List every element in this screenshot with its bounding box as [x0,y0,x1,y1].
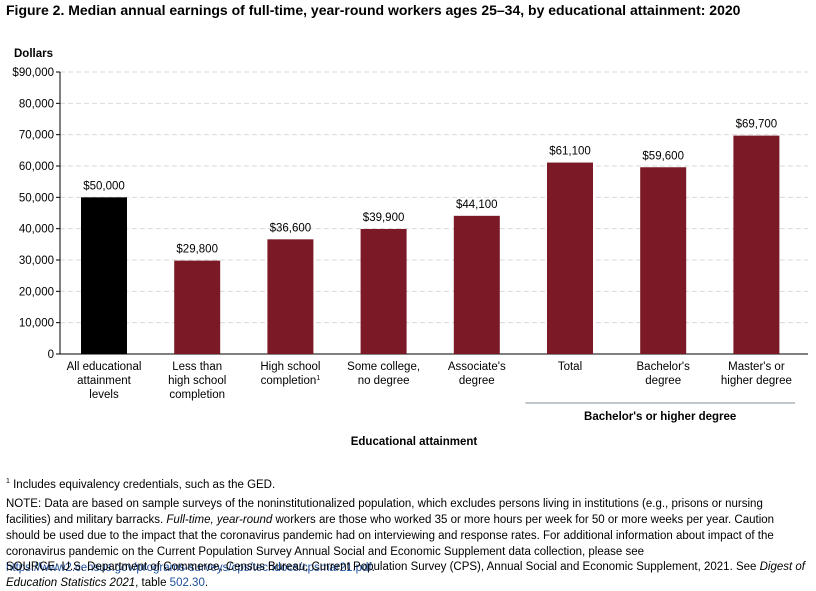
note: NOTE: Data are based on sample surveys o… [6,496,806,576]
bar-value-label: $39,900 [363,212,405,224]
y-axis-label: Dollars [14,48,53,60]
note-link[interactable]: https://www2.census.gov/programs-surveys… [6,562,372,574]
bar [640,167,687,354]
note-text-2: workers are those who worked 35 or more … [6,514,775,558]
y-tick-label: 70,000 [19,130,54,142]
y-tick-label: 20,000 [19,286,54,298]
bar-value-label: $44,100 [456,199,498,211]
y-tick-label: 40,000 [19,224,54,236]
category-label: Bachelor's degree [637,361,691,387]
y-tick-label: 10,000 [19,318,54,330]
footnote-mark: 1 [6,478,10,485]
note-text-1: NOTE: Data are based on sample surveys o… [6,498,763,526]
category-label: Less than high school completion [168,361,226,401]
y-tick-label: 50,000 [19,192,54,204]
category-label: Associate's degree [448,361,506,387]
y-tick-label: 80,000 [19,98,54,110]
bar-chart: Dollars 0 10,000 20,000 30,000 40,000 50,000 60… [12,48,808,448]
source-link[interactable]: 502.30 [169,577,205,589]
bar [267,239,314,354]
note-text-3: . [371,562,375,574]
bar-value-label: $50,000 [83,180,125,192]
source-italic: Digest of Education Statistics 2021 [6,561,806,589]
bar-value-label: $29,800 [176,244,218,256]
y-tick-label: 60,000 [19,161,54,173]
bar [547,162,593,354]
category-label: Master's or higher degree [721,361,792,387]
footnote-text: Includes equivalency credentials, such a… [9,478,276,491]
source: SOURCE: U.S. Department of Commerce, Cen… [6,559,806,591]
group-label: Bachelor's or higher degree [584,411,736,423]
bar-value-label: $61,100 [549,146,591,158]
bar [81,197,127,354]
y-tick-label: 0 [48,349,54,361]
bar [360,228,407,354]
footnote: 1 Includes equivalency credentials, such… [6,474,806,493]
category-label: All educational attainment levels [67,361,142,401]
category-label: Some college, no degree [347,361,420,387]
bar-value-label: $36,600 [270,222,312,234]
bar [733,135,780,354]
y-tick-label: 30,000 [19,255,54,267]
bar [174,260,221,354]
source-text-3: . [204,577,209,589]
chart-title: Figure 2. Median annual earnings of full… [6,2,741,18]
note-italic: Full-time, year-round [166,514,273,526]
category-label: High school completion1 [260,361,320,387]
bar-value-label: $59,600 [642,150,684,162]
bar-value-label: $69,700 [736,119,778,131]
category-label: Total [558,361,582,373]
x-axis-label: Educational attainment [351,436,478,448]
bar [453,215,500,354]
source-text-1: SOURCE: U.S. Department of Commerce, Cen… [6,561,760,573]
y-tick-label: $90,000 [12,67,54,79]
source-text-2: , table [135,577,170,589]
